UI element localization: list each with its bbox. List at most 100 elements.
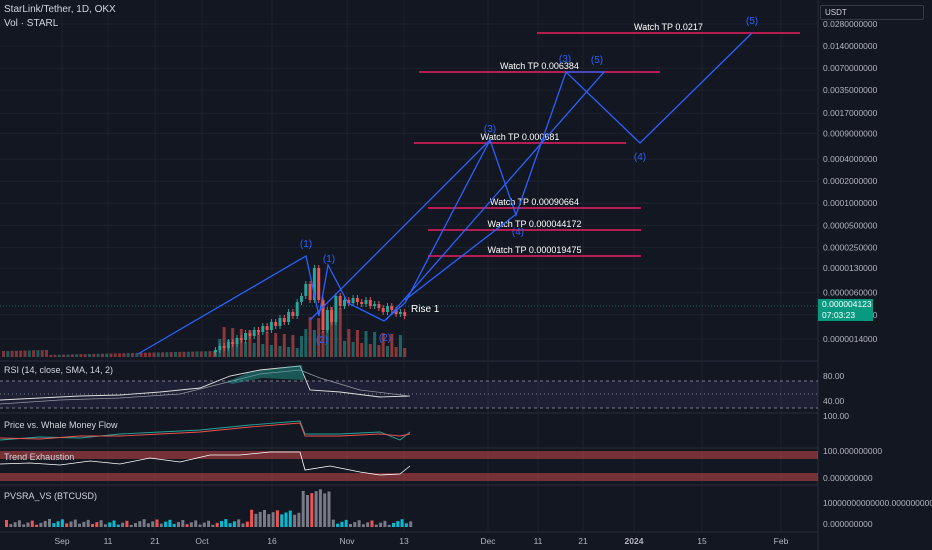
pvsra-bar [310, 493, 314, 527]
pvsra-bar [237, 519, 241, 527]
pvsra-bar [349, 524, 352, 527]
volume-bar [338, 308, 342, 357]
candle [373, 304, 377, 306]
target-label: Watch TP 0.0217 [634, 22, 703, 32]
pvsra-bar [146, 523, 150, 527]
volume-bar [118, 353, 122, 357]
y-tick-label: 0.0017000000 [823, 108, 878, 118]
volume-bar [148, 352, 152, 357]
volume-label[interactable]: Vol · STARL [4, 18, 59, 29]
candle [269, 322, 273, 330]
volume-bar [131, 353, 134, 357]
pvsra-bar [43, 520, 47, 527]
pvsra-bar [293, 514, 297, 527]
chart-header: StarLink/Tether, 1D, OKX Vol · STARL [4, 3, 116, 31]
candle [252, 330, 256, 336]
candle [343, 300, 346, 306]
candle [265, 326, 269, 330]
wave-label: (1) [300, 239, 312, 250]
volume-bar [368, 344, 372, 357]
pvsra-bar [353, 522, 357, 527]
wave-alt-c [404, 214, 516, 301]
pvsra-bar [284, 512, 288, 527]
pvsra-bar [392, 523, 395, 527]
pvsra-bar [314, 491, 318, 527]
pvsra-bar [125, 520, 129, 527]
volume-bar [261, 344, 265, 357]
y-tick-label: 0.0000250000 [823, 242, 878, 252]
price-grid [0, 0, 818, 532]
pane-tick-label: 0.000000000 [823, 473, 873, 483]
volume-bar [265, 332, 269, 357]
volume-bar [330, 307, 334, 357]
volume-bar [222, 327, 226, 357]
pvsra-bar [5, 520, 8, 527]
wave-label: (4) [512, 227, 524, 238]
volume-bar [360, 343, 364, 357]
elliott-waves: (1) (1) (2) (2) (3) (4) (5) (3) (4) (5) Rise 1 [137, 16, 758, 355]
y-tick-label: 0.0280000000 [823, 19, 878, 29]
pvsra-bar [254, 513, 258, 527]
candle [287, 312, 291, 322]
volume-bar [321, 331, 325, 357]
whale-title[interactable]: Price vs. Whale Money Flow [4, 420, 118, 430]
current-price-badge: 0.000004123 07:03:23 [818, 299, 873, 321]
pane-tick-label: 80.00 [823, 371, 845, 381]
candle [381, 308, 385, 312]
rsi-title[interactable]: RSI (14, close, SMA, 14, 2) [4, 365, 114, 375]
volume-bar [83, 354, 87, 357]
trend-bottom-band [0, 473, 818, 481]
target-label: Watch TP 0.006384 [500, 61, 579, 71]
pvsra-bar [116, 524, 120, 527]
trend-top-band [0, 451, 818, 459]
pvsra-bar [35, 524, 39, 527]
whale-line-b [0, 422, 411, 440]
pvsra-bar [155, 519, 159, 527]
wave-label: (3) [559, 54, 571, 65]
trend-title[interactable]: Trend Exhaustion [4, 452, 75, 462]
pvsra-bar [327, 491, 331, 527]
volume-bar [278, 346, 282, 357]
candle [282, 318, 286, 322]
y-tick-label: 0.0002000000 [823, 176, 878, 186]
pvsra-bar [383, 520, 387, 527]
pvsra-bar [374, 524, 378, 527]
pvsra-bar [271, 512, 275, 527]
unit-selector[interactable]: USDT [820, 5, 924, 20]
volume-bar [195, 351, 199, 357]
pvsra-bar [82, 521, 86, 527]
pane-tick-label: 10000000000000.000000000 [823, 498, 932, 508]
candle [364, 300, 368, 304]
x-tick-label: Oct [195, 536, 209, 546]
x-tick-label: 13 [399, 536, 409, 546]
x-tick-label: Nov [339, 536, 355, 546]
rsi-ma [0, 369, 411, 405]
volume-bar [113, 353, 117, 357]
pvsra-bar [69, 521, 73, 527]
pvsra-bar [344, 519, 348, 527]
y-tick-label: 0.0000014000 [823, 334, 878, 344]
pvsra-title[interactable]: PVSRA_VS (BTCUSD) [4, 491, 98, 501]
volume-bar [27, 350, 31, 357]
volume-bar [364, 331, 368, 357]
candle [226, 342, 230, 348]
candle [338, 296, 342, 306]
candle [325, 310, 329, 330]
pvsra-bar [26, 522, 30, 527]
candle [317, 268, 321, 300]
symbol-title[interactable]: StarLink/Tether, 1D, OKX [4, 4, 116, 15]
indicator-bands [0, 380, 818, 481]
volume-bar [381, 333, 385, 357]
pvsra-bar [30, 520, 34, 527]
volume-bar [45, 350, 48, 357]
pvsra-bar [263, 510, 266, 527]
volume-bar [199, 351, 203, 357]
pvsra-bar [370, 520, 374, 527]
pvsra-bar [95, 522, 99, 527]
wave-label: (5) [746, 16, 758, 27]
rsi-overbought-fill [226, 365, 304, 384]
pvsra-bar [228, 523, 232, 527]
volume-bar [156, 352, 160, 357]
pvsra-bar [159, 523, 163, 527]
